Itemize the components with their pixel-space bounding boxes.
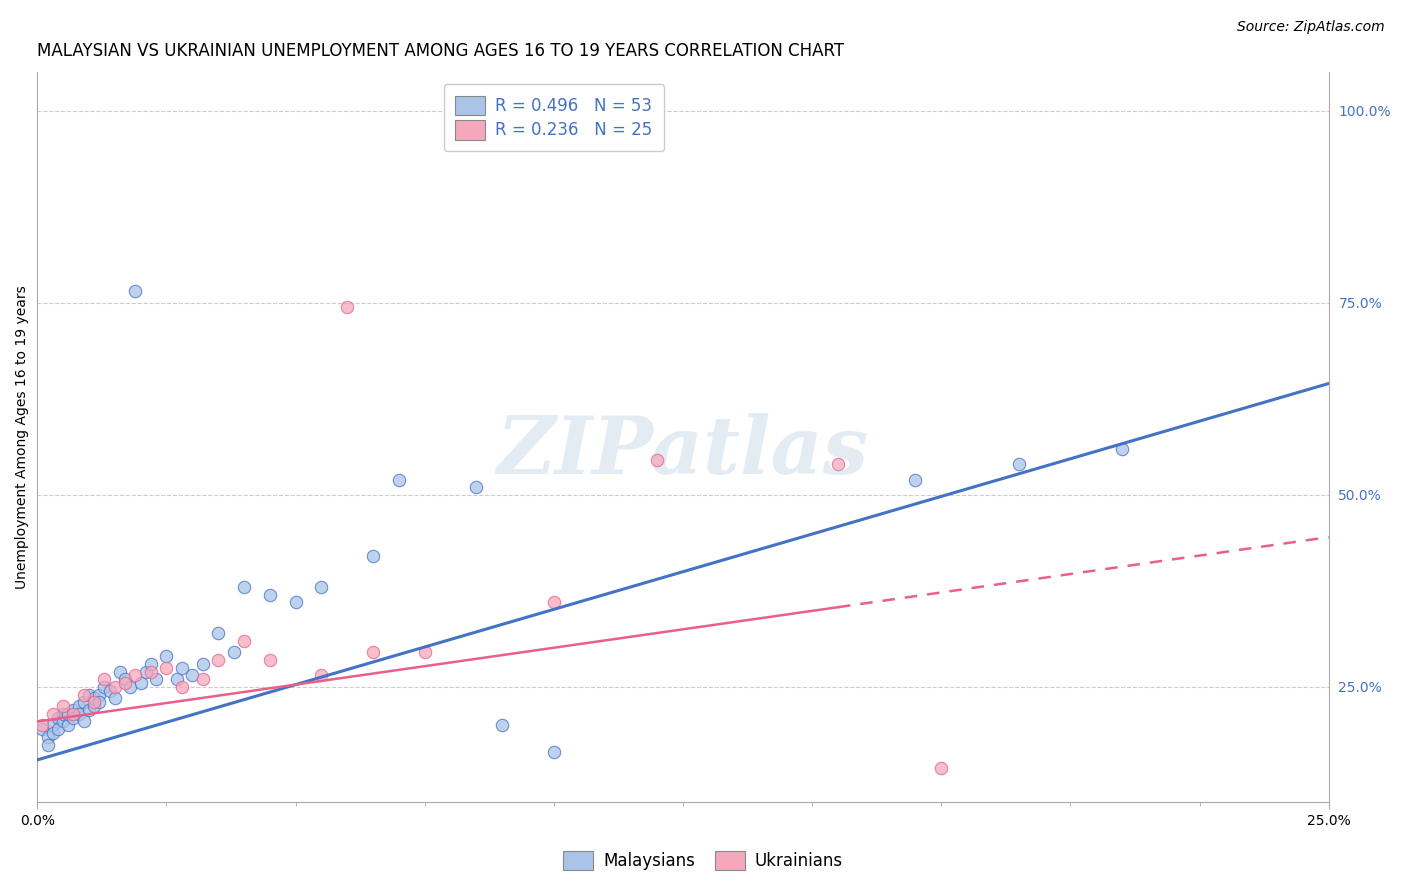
Point	[491, 718, 513, 732]
Point	[114, 672, 136, 686]
Point	[311, 580, 333, 594]
Point	[62, 703, 84, 717]
Point	[361, 549, 384, 564]
Point	[465, 480, 488, 494]
Point	[42, 718, 65, 732]
Point	[135, 665, 157, 679]
Point	[259, 653, 281, 667]
Point	[89, 695, 111, 709]
Point	[139, 657, 162, 671]
Point	[93, 680, 115, 694]
Point	[233, 580, 256, 594]
Point	[336, 300, 359, 314]
Point	[311, 668, 333, 682]
Point	[1111, 442, 1133, 456]
Point	[114, 676, 136, 690]
Point	[37, 738, 59, 752]
Point	[62, 706, 84, 721]
Point	[361, 645, 384, 659]
Point	[77, 703, 100, 717]
Point	[93, 672, 115, 686]
Point	[155, 649, 177, 664]
Text: MALAYSIAN VS UKRAINIAN UNEMPLOYMENT AMONG AGES 16 TO 19 YEARS CORRELATION CHART: MALAYSIAN VS UKRAINIAN UNEMPLOYMENT AMON…	[38, 42, 845, 60]
Point	[139, 665, 162, 679]
Point	[904, 473, 927, 487]
Point	[181, 668, 204, 682]
Point	[42, 726, 65, 740]
Point	[73, 695, 96, 709]
Point	[52, 706, 75, 721]
Point	[413, 645, 436, 659]
Point	[52, 714, 75, 729]
Point	[222, 645, 245, 659]
Point	[207, 626, 229, 640]
Point	[83, 691, 105, 706]
Point	[645, 453, 668, 467]
Point	[1008, 457, 1031, 471]
Point	[37, 730, 59, 744]
Point	[108, 665, 131, 679]
Point	[191, 672, 214, 686]
Point	[62, 711, 84, 725]
Point	[827, 457, 849, 471]
Legend: R = 0.496   N = 53, R = 0.236   N = 25: R = 0.496 N = 53, R = 0.236 N = 25	[443, 85, 664, 152]
Point	[543, 595, 565, 609]
Point	[83, 695, 105, 709]
Point	[46, 711, 69, 725]
Point	[207, 653, 229, 667]
Point	[67, 706, 90, 721]
Point	[233, 633, 256, 648]
Legend: Malaysians, Ukrainians: Malaysians, Ukrainians	[557, 844, 849, 877]
Point	[191, 657, 214, 671]
Point	[284, 595, 307, 609]
Point	[77, 688, 100, 702]
Point	[83, 699, 105, 714]
Point	[166, 672, 188, 686]
Point	[145, 672, 167, 686]
Point	[155, 661, 177, 675]
Point	[170, 661, 193, 675]
Point	[73, 714, 96, 729]
Point	[89, 688, 111, 702]
Point	[46, 722, 69, 736]
Point	[124, 285, 146, 299]
Point	[129, 676, 152, 690]
Point	[31, 722, 53, 736]
Point	[120, 680, 142, 694]
Point	[58, 706, 80, 721]
Text: ZIPatlas: ZIPatlas	[496, 413, 869, 491]
Point	[388, 473, 411, 487]
Point	[31, 718, 53, 732]
Point	[42, 706, 65, 721]
Text: Source: ZipAtlas.com: Source: ZipAtlas.com	[1237, 20, 1385, 34]
Point	[98, 683, 121, 698]
Point	[929, 761, 952, 775]
Point	[124, 668, 146, 682]
Point	[104, 680, 127, 694]
Y-axis label: Unemployment Among Ages 16 to 19 years: Unemployment Among Ages 16 to 19 years	[15, 285, 30, 589]
Point	[52, 699, 75, 714]
Point	[543, 745, 565, 759]
Point	[104, 691, 127, 706]
Point	[58, 718, 80, 732]
Point	[170, 680, 193, 694]
Point	[73, 688, 96, 702]
Point	[67, 699, 90, 714]
Point	[259, 588, 281, 602]
